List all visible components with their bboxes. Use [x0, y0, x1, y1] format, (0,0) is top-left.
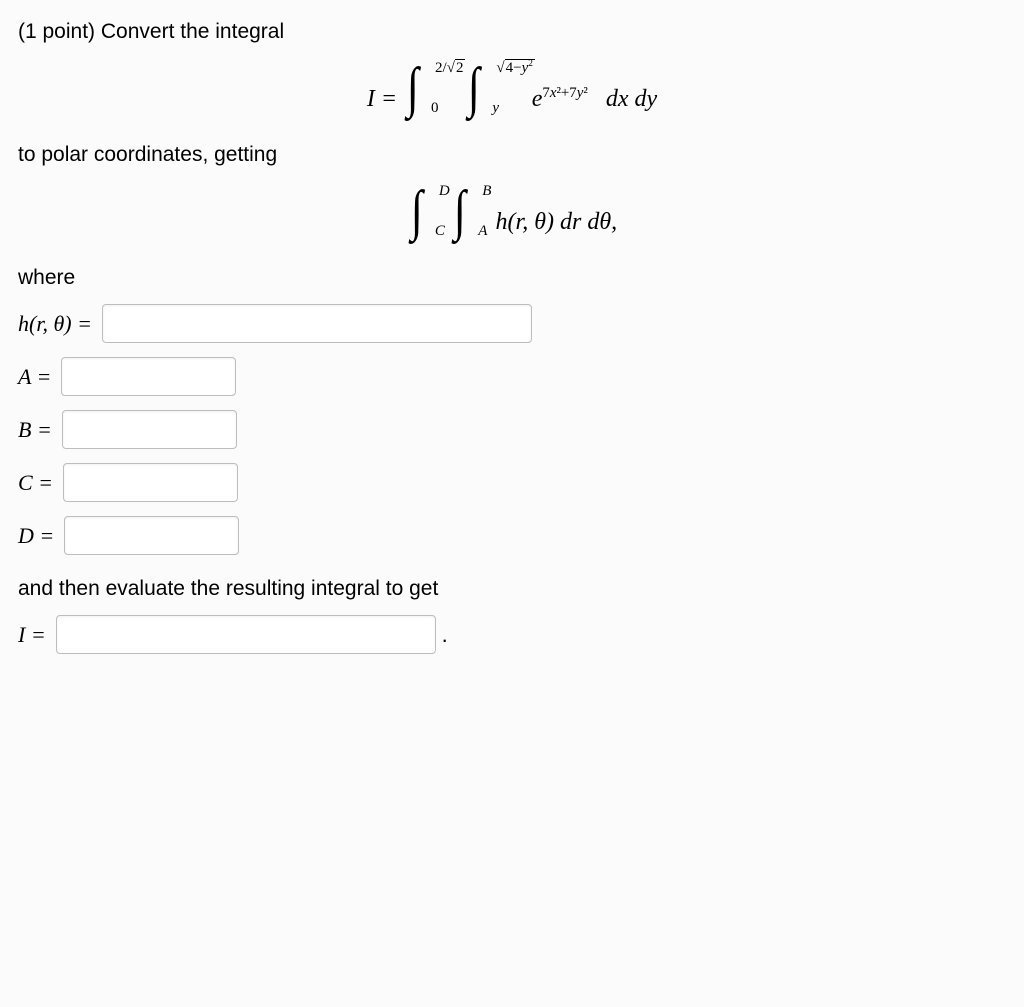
C-label: C = — [18, 470, 53, 496]
where-text: where — [18, 266, 1006, 290]
eq2-inner-hi: B — [482, 183, 491, 200]
problem-intro: (1 point) Convert the integral — [18, 20, 1006, 44]
eq1-inner-hi-exp: 2 — [528, 59, 533, 69]
intro-2: to polar coordinates, getting — [18, 143, 1006, 167]
eq1-outer-hi-sqrt: 2 — [455, 59, 466, 76]
outer-integral-1: ∫ 2/√2 0 — [405, 66, 420, 113]
equation-original: I = ∫ 2/√2 0 ∫ √4−y2 y e7x²+7y² dx dy — [18, 66, 1006, 113]
I-input[interactable] — [56, 615, 436, 654]
eq1-e: e — [532, 86, 543, 112]
B-input[interactable] — [62, 410, 237, 449]
D-label: D = — [18, 523, 54, 549]
inner-integral-1: ∫ √4−y2 y — [466, 66, 481, 113]
A-label: A = — [18, 364, 51, 390]
eq2-inner-lo: A — [478, 223, 487, 240]
C-input[interactable] — [63, 463, 238, 502]
equation-polar: ∫ D C ∫ B A h(r, θ) dr dθ, — [18, 189, 1006, 236]
outer-integral-2: ∫ D C — [409, 189, 424, 236]
I-label: I = — [18, 622, 46, 648]
inner-integral-2: ∫ B A — [452, 189, 467, 236]
D-input[interactable] — [64, 516, 239, 555]
eq1-inner-lo: y — [492, 100, 499, 117]
and-then-text: and then evaluate the resulting integral… — [18, 577, 1006, 601]
eq1-outer-hi-num: 2/ — [435, 60, 447, 76]
intro-text: Convert the integral — [101, 20, 284, 43]
eq2-outer-lo: C — [435, 223, 445, 240]
A-input[interactable] — [61, 357, 236, 396]
eq2-outer-hi: D — [439, 183, 450, 200]
eq1-lhs: I = — [367, 86, 397, 112]
trailing-period: . — [442, 622, 448, 648]
eq1-diff: dx dy — [606, 86, 657, 112]
eq1-outer-lo: 0 — [431, 100, 439, 117]
points: (1 point) — [18, 20, 101, 43]
h-label: h(r, θ) = — [18, 311, 92, 337]
eq2-integrand: h(r, θ) dr dθ, — [496, 209, 618, 235]
h-input[interactable] — [102, 304, 532, 343]
eq1-integrand: e7x²+7y² — [532, 86, 594, 112]
eq1-inner-hi-a: 4− — [506, 60, 522, 76]
B-label: B = — [18, 417, 52, 443]
